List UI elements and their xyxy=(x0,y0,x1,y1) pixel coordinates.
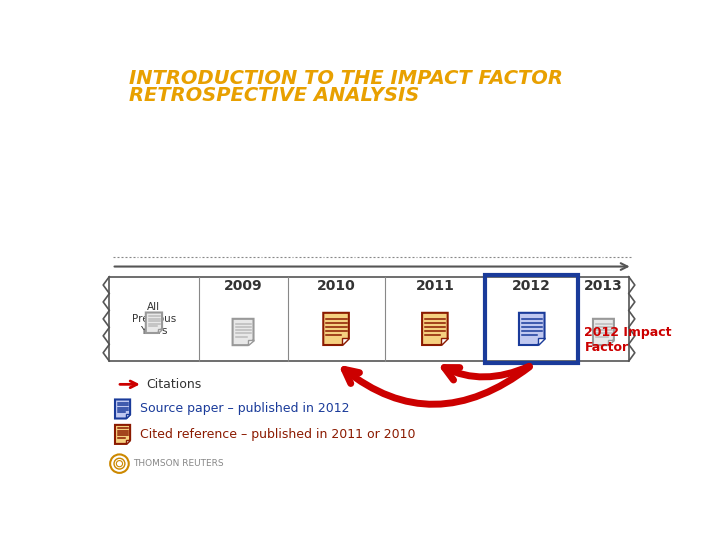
Polygon shape xyxy=(422,313,448,345)
Polygon shape xyxy=(158,329,162,333)
Polygon shape xyxy=(126,440,130,444)
Polygon shape xyxy=(519,313,544,345)
Text: THOMSON REUTERS: THOMSON REUTERS xyxy=(133,459,224,468)
FancyBboxPatch shape xyxy=(109,276,629,361)
Polygon shape xyxy=(342,338,349,345)
Text: 2012 Impact
Factor: 2012 Impact Factor xyxy=(585,326,672,354)
Text: 2009: 2009 xyxy=(224,279,262,293)
Text: 2010: 2010 xyxy=(317,279,356,293)
Text: 2013: 2013 xyxy=(584,279,623,293)
Polygon shape xyxy=(538,338,544,345)
Polygon shape xyxy=(145,313,162,333)
Text: 2012: 2012 xyxy=(513,279,552,293)
Polygon shape xyxy=(323,313,349,345)
Polygon shape xyxy=(608,340,614,345)
Polygon shape xyxy=(233,319,253,345)
Text: Citations: Citations xyxy=(147,378,202,391)
Text: 2011: 2011 xyxy=(415,279,454,293)
Polygon shape xyxy=(441,338,448,345)
Polygon shape xyxy=(115,400,130,419)
Text: Source paper – published in 2012: Source paper – published in 2012 xyxy=(140,402,350,415)
Polygon shape xyxy=(126,415,130,419)
Polygon shape xyxy=(115,425,130,444)
Text: INTRODUCTION TO THE IMPACT FACTOR: INTRODUCTION TO THE IMPACT FACTOR xyxy=(129,69,562,88)
Text: All
Previous
Years: All Previous Years xyxy=(132,302,176,335)
Polygon shape xyxy=(593,319,614,345)
Polygon shape xyxy=(248,340,253,345)
Text: RETROSPECTIVE ANALYSIS: RETROSPECTIVE ANALYSIS xyxy=(129,86,419,105)
Text: Cited reference – published in 2011 or 2010: Cited reference – published in 2011 or 2… xyxy=(140,428,416,441)
